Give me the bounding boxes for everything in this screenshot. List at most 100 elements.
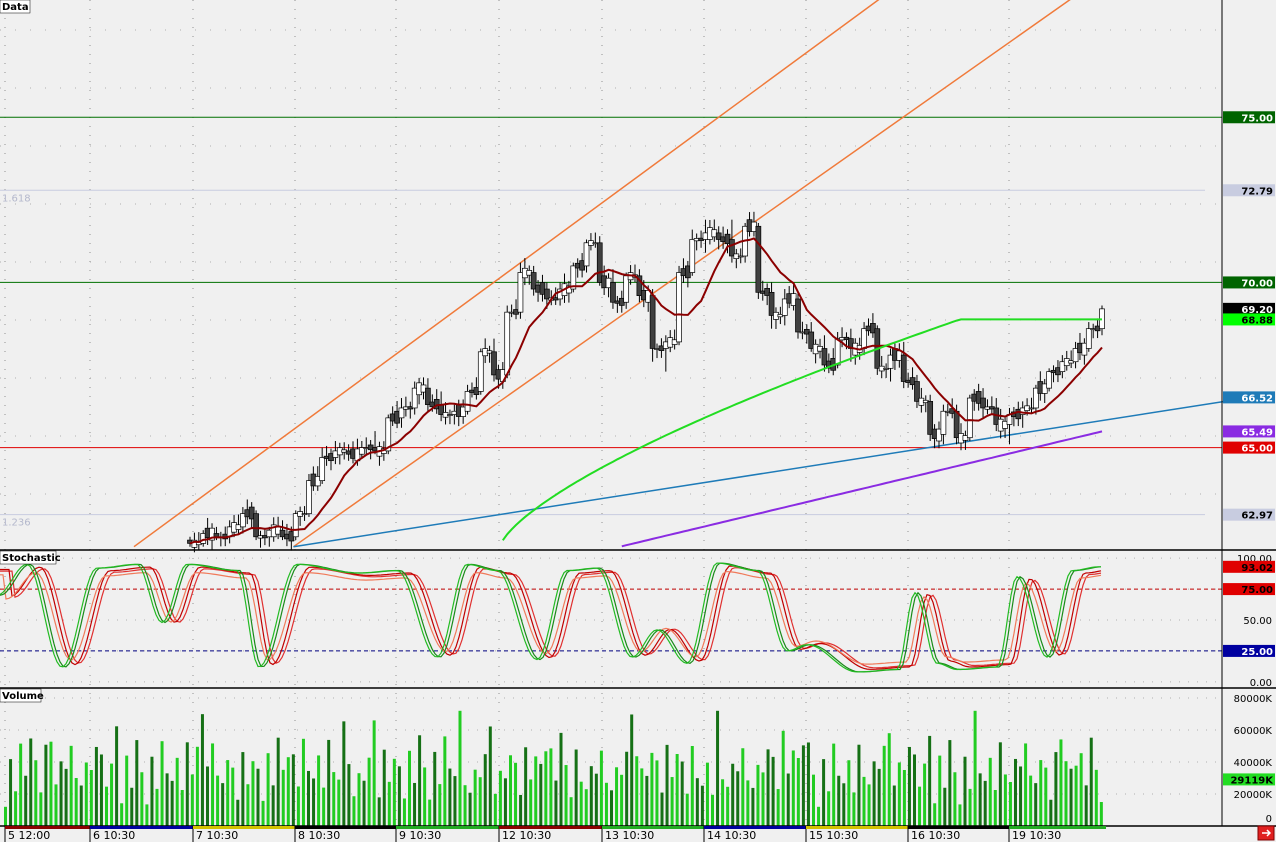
volume-bar	[387, 781, 391, 826]
candle[interactable]	[240, 507, 246, 534]
candle[interactable]	[447, 409, 453, 425]
candle[interactable]	[1002, 416, 1008, 439]
candle[interactable]	[464, 384, 471, 415]
volume-pane[interactable]: 80000K 60000K 40000K 20000K 0 29119K	[0, 694, 1275, 826]
candle[interactable]	[358, 440, 365, 458]
candle[interactable]	[1059, 355, 1066, 379]
candle[interactable]	[248, 502, 255, 529]
candle[interactable]	[1041, 378, 1048, 404]
candle[interactable]	[491, 338, 497, 382]
candle[interactable]	[883, 363, 889, 378]
candle[interactable]	[570, 262, 577, 293]
volume-bar	[9, 759, 13, 826]
candle[interactable]	[781, 289, 788, 326]
candle[interactable]	[737, 248, 744, 264]
candle[interactable]	[1081, 338, 1088, 365]
candle[interactable]	[411, 381, 418, 415]
candle[interactable]	[900, 341, 907, 389]
volume-bar	[266, 753, 270, 826]
stochastic-line[interactable]	[0, 571, 1102, 665]
volume-bar	[392, 758, 396, 826]
candle[interactable]	[1085, 322, 1092, 352]
candle[interactable]	[927, 394, 934, 441]
volume-bar	[1029, 775, 1033, 826]
volume-bar	[488, 726, 492, 826]
candle[interactable]	[539, 274, 546, 302]
trend-line[interactable]	[293, 396, 1251, 548]
candle[interactable]	[253, 510, 259, 541]
session-bar	[295, 826, 396, 829]
candle[interactable]	[1046, 368, 1052, 392]
volume-pane-label-box	[0, 688, 42, 703]
session-bar	[806, 826, 908, 829]
candle[interactable]	[940, 404, 947, 445]
candle[interactable]	[887, 348, 894, 382]
candle[interactable]	[689, 229, 696, 276]
candle[interactable]	[795, 292, 801, 339]
candle[interactable]	[980, 388, 986, 418]
volume-bar	[423, 767, 427, 826]
moving-average-line[interactable]	[621, 430, 1103, 548]
candle[interactable]	[566, 280, 572, 303]
stochastic-line[interactable]	[0, 567, 1102, 669]
trend-line[interactable]	[133, 0, 880, 548]
volume-bar	[685, 793, 689, 826]
candle[interactable]	[517, 262, 524, 319]
candle[interactable]	[306, 474, 312, 517]
candle[interactable]	[504, 305, 511, 379]
candle-body	[213, 533, 220, 538]
candle[interactable]	[279, 520, 286, 541]
candle[interactable]	[200, 530, 207, 547]
scroll-right-icon[interactable]	[1257, 825, 1275, 841]
candle[interactable]	[936, 421, 942, 449]
candle[interactable]	[715, 226, 722, 250]
volume-bar	[968, 788, 972, 826]
stochastic-line[interactable]	[0, 565, 1102, 670]
candle-body	[583, 242, 590, 267]
candle[interactable]	[729, 219, 735, 263]
moving-average-line[interactable]	[501, 318, 1102, 541]
candle[interactable]	[1072, 341, 1079, 369]
price-tag: 65.00	[1223, 441, 1275, 455]
candle[interactable]	[610, 269, 616, 309]
moving-average-line[interactable]	[189, 237, 1103, 545]
candle[interactable]	[768, 282, 775, 329]
candle[interactable]	[676, 265, 682, 346]
candle[interactable]	[909, 367, 916, 390]
volume-bar	[251, 761, 255, 826]
volume-bar	[54, 784, 58, 826]
candle[interactable]	[755, 222, 762, 299]
candle-body	[301, 513, 308, 516]
stochastic-line[interactable]	[0, 562, 1101, 673]
candle[interactable]	[821, 335, 828, 372]
volume-bar	[519, 794, 523, 826]
candle[interactable]	[808, 322, 815, 352]
candle[interactable]	[319, 447, 326, 484]
stochastic-line[interactable]	[0, 562, 1102, 673]
candle[interactable]	[1033, 384, 1039, 415]
candle[interactable]	[583, 239, 590, 273]
candle[interactable]	[398, 398, 405, 428]
volume-bar	[49, 741, 53, 826]
candle[interactable]	[314, 466, 321, 491]
candle-body	[610, 282, 616, 303]
candle[interactable]	[966, 394, 973, 441]
candle[interactable]	[596, 236, 603, 286]
candle[interactable]	[914, 374, 920, 408]
candle[interactable]	[764, 283, 771, 306]
candle[interactable]	[636, 269, 643, 303]
price-tag-text: 65.00	[1241, 444, 1273, 455]
candle[interactable]	[870, 313, 876, 338]
candle[interactable]	[530, 265, 537, 296]
candle[interactable]	[425, 378, 431, 412]
candle[interactable]	[292, 510, 299, 541]
candle[interactable]	[724, 229, 731, 254]
candle[interactable]	[975, 383, 982, 411]
candle[interactable]	[301, 506, 308, 521]
candle[interactable]	[477, 348, 484, 395]
candle[interactable]	[1028, 397, 1035, 413]
